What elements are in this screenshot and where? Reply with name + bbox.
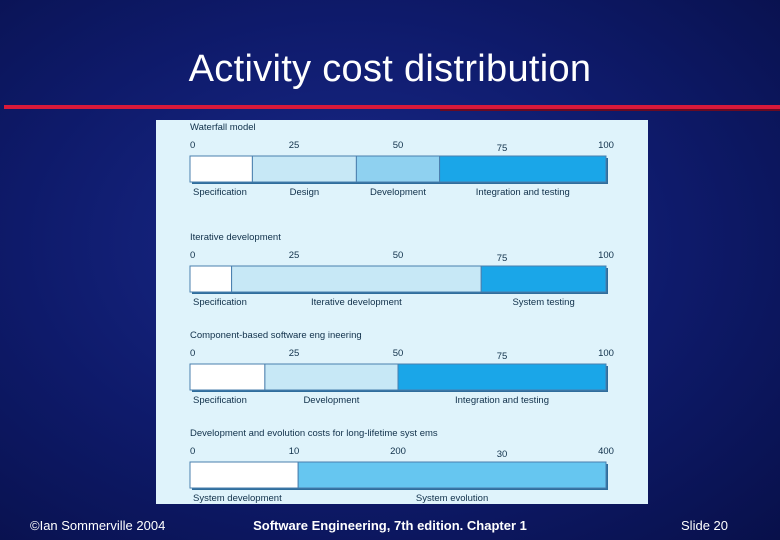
segment-label: Specification (193, 187, 247, 198)
bar-segment (480, 265, 607, 293)
tick-label: 75 (497, 351, 508, 362)
title-rule (4, 105, 780, 109)
segment-label: Development (370, 187, 426, 198)
segment-label: Specification (193, 297, 247, 308)
chart-title: Component-based software eng ineering (190, 330, 362, 341)
footer-copyright: ©Ian Sommerville 2004 (30, 518, 166, 533)
segment-label: Iterative development (311, 297, 402, 308)
segment-label: Specification (193, 395, 247, 406)
bar-segment (189, 155, 253, 183)
tick-label: 200 (390, 446, 406, 457)
bar-segment (397, 363, 607, 391)
tick-label: 25 (289, 348, 300, 359)
bar-segment (251, 155, 357, 183)
segment-label: Development (303, 395, 359, 406)
tick-label: 0 (190, 250, 195, 261)
tick-label: 50 (393, 250, 404, 261)
bar-segment (355, 155, 441, 183)
segment-label: System evolution (416, 493, 488, 504)
segment-label: Integration and testing (476, 187, 570, 198)
bar-segment (297, 461, 607, 489)
tick-label: 75 (497, 253, 508, 264)
tick-label: 100 (598, 348, 614, 359)
segment-label: Design (290, 187, 320, 198)
bar-segment (231, 265, 482, 293)
tick-label: 75 (497, 143, 508, 154)
tick-label: 400 (598, 446, 614, 457)
segment-label: System development (193, 493, 282, 504)
tick-label: 25 (289, 250, 300, 261)
tick-label: 0 (190, 446, 195, 457)
figure-panel: Waterfall model 0 25 50 75 100 Specification De… (156, 120, 648, 504)
tick-label: 0 (190, 140, 195, 151)
tick-label: 25 (289, 140, 300, 151)
chart-title: Iterative development (190, 232, 281, 243)
tick-label: 100 (598, 250, 614, 261)
tick-label: 10 (289, 446, 300, 457)
bar-segment (439, 155, 607, 183)
bar-segment (189, 363, 266, 391)
footer-book-title: Software Engineering, 7th edition. Chapt… (253, 518, 527, 533)
tick-label: 50 (393, 348, 404, 359)
tick-label: 50 (393, 140, 404, 151)
tick-label: 100 (598, 140, 614, 151)
title-rule-shadow (440, 109, 780, 111)
chart-title: Waterfall model (190, 122, 256, 133)
footer-slide-number: Slide 20 (681, 518, 728, 533)
bar-segment (189, 265, 233, 293)
segment-label: System testing (512, 297, 574, 308)
segment-label: Integration and testing (455, 395, 549, 406)
bar-segment (189, 461, 299, 489)
bar-segment (264, 363, 399, 391)
tick-label: 30 (497, 449, 508, 460)
chart-title: Development and evolution costs for long… (190, 428, 438, 439)
slide-title: Activity cost distribution (188, 48, 592, 90)
tick-label: 0 (190, 348, 195, 359)
